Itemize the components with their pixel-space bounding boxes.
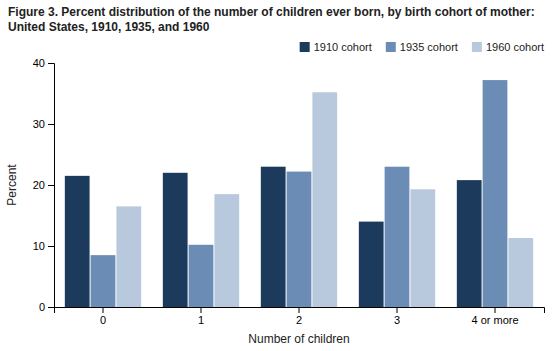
y-tick: 40 (33, 57, 54, 69)
bar (214, 194, 239, 307)
axis-line (55, 308, 545, 314)
y-tick: 0 (39, 301, 54, 313)
bar (312, 92, 337, 307)
legend-item: 1960 cohort (472, 41, 544, 53)
y-tick-label: 30 (33, 118, 45, 130)
bar (65, 176, 90, 307)
y-tick-label: 0 (39, 301, 45, 313)
x-tick-mark (299, 307, 300, 313)
y-tick-mark (48, 63, 54, 64)
bar (287, 172, 312, 307)
y-tick-label: 20 (33, 179, 45, 191)
bar (483, 80, 508, 307)
x-axis: 0 1 2 3 4 or more (55, 307, 545, 326)
y-tick: 20 (33, 179, 54, 191)
x-tick-label: 2 (296, 314, 302, 326)
bar (385, 167, 410, 307)
y-tick-mark (48, 307, 54, 308)
bar (163, 173, 188, 307)
y-tick: 30 (33, 118, 54, 130)
x-tick-mark (201, 307, 202, 313)
x-tick: 3 (394, 307, 400, 326)
x-tick: 1 (198, 307, 204, 326)
y-axis-title: Percent (5, 164, 19, 206)
chart-svg: Figure 3. Percent distribution of the nu… (0, 0, 560, 351)
x-tick-label: 1 (198, 314, 204, 326)
y-tick-mark (48, 185, 54, 186)
x-tick: 0 (100, 307, 106, 326)
x-tick: 4 or more (471, 307, 518, 326)
legend-label: 1910 cohort (314, 41, 372, 53)
bar (91, 255, 116, 307)
y-tick-label: 10 (33, 240, 45, 252)
bar (508, 238, 533, 307)
legend-label: 1935 cohort (400, 41, 458, 53)
bar (359, 222, 384, 307)
legend-swatch (472, 42, 482, 52)
bar (116, 206, 141, 307)
y-tick-mark (48, 124, 54, 125)
legend: 1910 cohort 1935 cohort 1960 cohort (300, 41, 544, 53)
y-axis: 0 10 20 30 40 (33, 57, 55, 313)
title-line: United States, 1910, 1935, and 1960 (8, 20, 210, 34)
x-axis-title: Number of children (248, 332, 349, 346)
legend-swatch (386, 42, 396, 52)
y-tick: 10 (33, 240, 54, 252)
x-tick-mark (495, 307, 496, 313)
x-tick-label: 0 (100, 314, 106, 326)
legend-item: 1935 cohort (386, 41, 458, 53)
x-tick-mark (103, 307, 104, 313)
title: Figure 3. Percent distribution of the nu… (8, 5, 535, 34)
bar (189, 245, 214, 307)
y-tick-label: 40 (33, 57, 45, 69)
plot: 0 1 2 3 4 or more 0 10 20 30 40 (33, 57, 545, 326)
bar (410, 189, 435, 307)
bar (261, 167, 286, 307)
x-tick-mark (397, 307, 398, 313)
title-line: Figure 3. Percent distribution of the nu… (8, 5, 535, 19)
axis-line (48, 64, 55, 308)
x-tick-label: 3 (394, 314, 400, 326)
legend-swatch (300, 42, 310, 52)
legend-item: 1910 cohort (300, 41, 372, 53)
x-tick: 2 (296, 307, 302, 326)
bars (65, 80, 533, 307)
legend-label: 1960 cohort (486, 41, 544, 53)
y-tick-mark (48, 246, 54, 247)
chart-container: Figure 3. Percent distribution of the nu… (0, 0, 560, 351)
bar (457, 180, 482, 307)
x-tick-label: 4 or more (471, 314, 518, 326)
